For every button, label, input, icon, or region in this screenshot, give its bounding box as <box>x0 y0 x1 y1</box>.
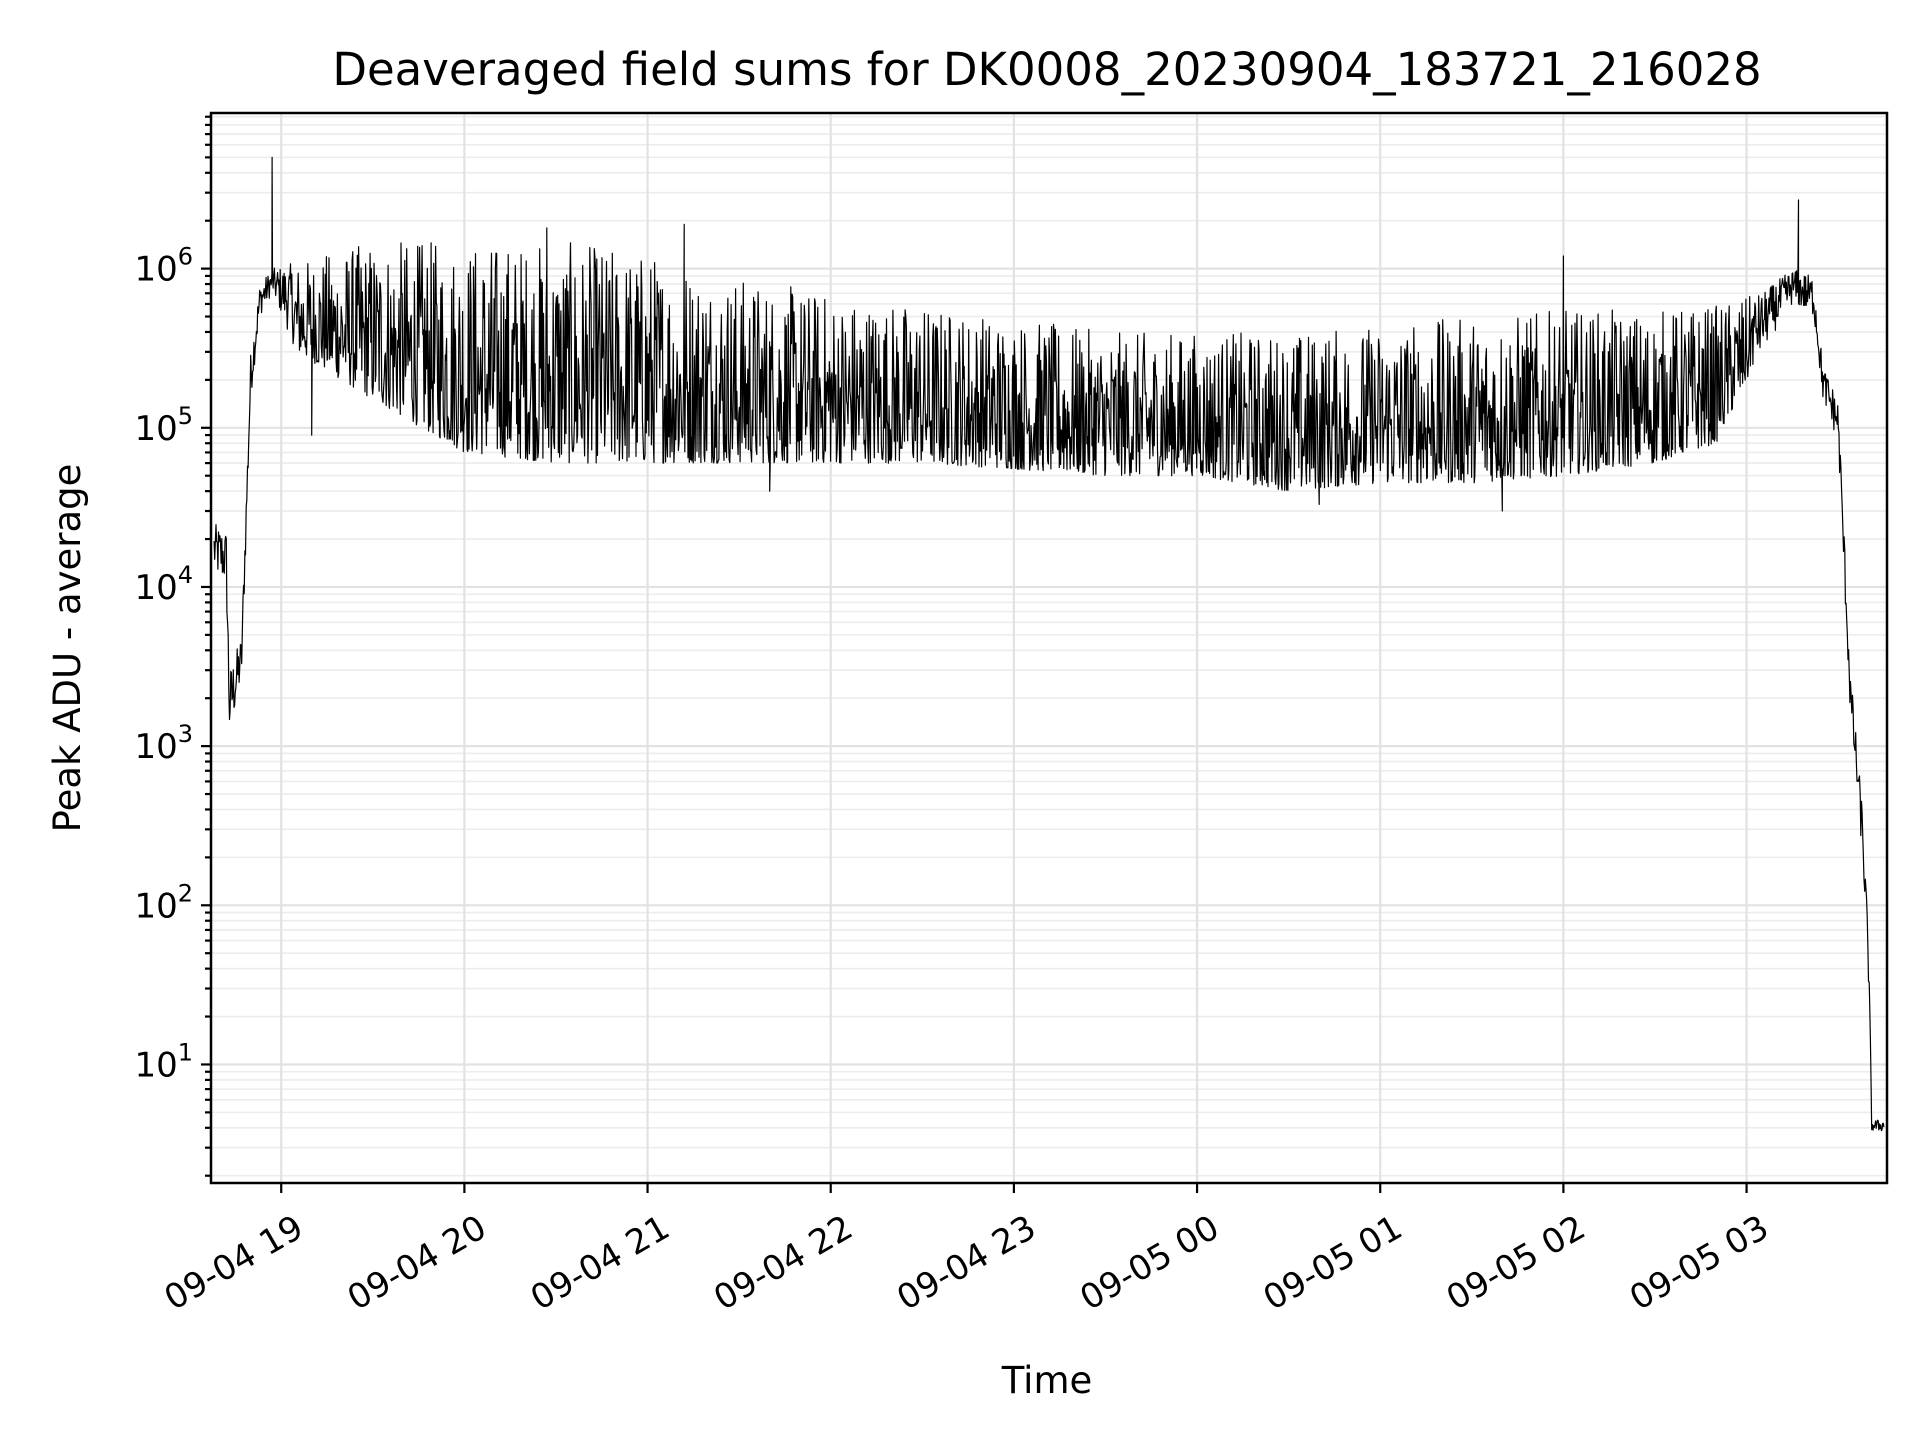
chart-title: Deaveraged field sums for DK0008_2023090… <box>332 43 1761 96</box>
series-line <box>213 156 1885 1132</box>
data-series <box>213 156 1885 1132</box>
y-tick-label: 104 <box>134 561 193 608</box>
y-axis-label: Peak ADU - average <box>46 464 89 833</box>
y-tick-label: 103 <box>134 720 193 767</box>
x-axis-label: Time <box>1001 1359 1093 1402</box>
y-tick-label: 102 <box>134 879 193 926</box>
y-tick-label: 105 <box>134 402 193 449</box>
y-tick-label: 101 <box>134 1038 193 1085</box>
y-tick-label: 106 <box>134 243 193 290</box>
y-axis: 101 102 103 104 105 106 <box>134 243 211 1085</box>
plot-frame <box>209 111 1889 1185</box>
